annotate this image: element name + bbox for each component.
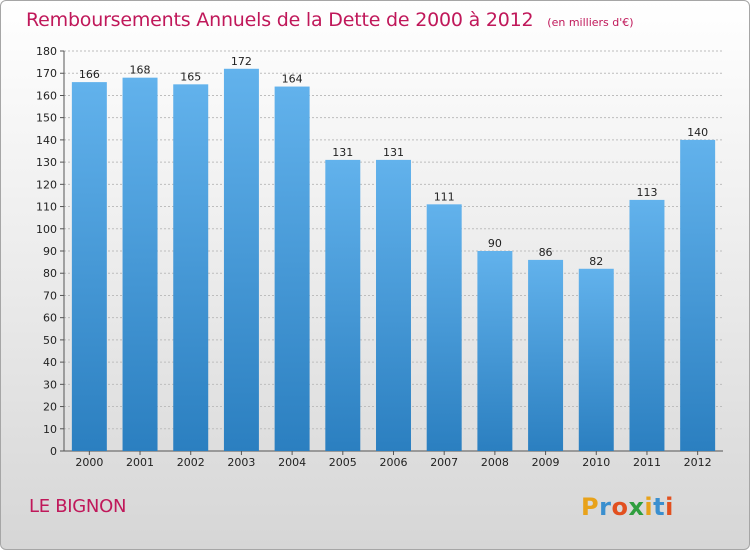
x-tick-label: 2000	[75, 456, 103, 469]
y-tick-label: 40	[43, 356, 57, 369]
bar	[376, 159, 411, 451]
bar	[122, 77, 158, 452]
chart-title: Remboursements Annuels de la Dette de 20…	[26, 9, 634, 31]
x-tick-label: 2009	[532, 456, 560, 469]
bar-value-label: 86	[539, 246, 553, 259]
bar-value-label: 131	[332, 146, 353, 159]
y-tick-label: 130	[36, 156, 57, 169]
x-tick-label: 2008	[481, 456, 509, 469]
y-tick-label: 20	[43, 401, 57, 414]
x-tick-label: 2001	[126, 456, 154, 469]
y-tick-label: 140	[36, 134, 57, 147]
bar-value-label: 168	[130, 64, 151, 77]
x-tick-label: 2011	[633, 456, 661, 469]
bar-value-label: 164	[282, 73, 303, 86]
bar-value-label: 90	[488, 237, 502, 250]
y-tick-label: 100	[36, 223, 57, 236]
x-tick-label: 2003	[227, 456, 255, 469]
y-tick-label: 120	[36, 178, 57, 191]
y-tick-label: 70	[43, 289, 57, 302]
chart-title-unit: (en milliers d'€)	[547, 16, 634, 29]
bar-value-label: 172	[231, 55, 252, 68]
bar	[426, 204, 462, 451]
bar-value-label: 131	[383, 146, 404, 159]
bar	[71, 82, 107, 451]
location-name: LE BIGNON	[29, 496, 127, 517]
y-tick-label: 60	[43, 312, 57, 325]
y-tick-label: 30	[43, 378, 57, 391]
bar-value-label: 82	[589, 255, 603, 268]
bar-value-label: 111	[434, 190, 455, 203]
bar-value-label: 140	[687, 126, 708, 139]
y-tick-label: 80	[43, 267, 57, 280]
bar	[173, 84, 209, 451]
bar-value-label: 166	[79, 68, 100, 81]
y-tick-label: 10	[43, 423, 57, 436]
x-tick-label: 2010	[582, 456, 610, 469]
y-tick-label: 90	[43, 245, 57, 258]
x-tick-label: 2006	[380, 456, 408, 469]
y-tick-label: 150	[36, 112, 57, 125]
x-tick-label: 2012	[684, 456, 712, 469]
bar	[578, 268, 614, 451]
bar-value-label: 165	[180, 70, 201, 83]
bar	[325, 159, 361, 451]
bar	[629, 199, 665, 451]
y-tick-label: 0	[50, 445, 57, 458]
chart-title-main: Remboursements Annuels de la Dette de 20…	[26, 9, 534, 31]
y-tick-label: 110	[36, 201, 57, 214]
x-tick-label: 2002	[177, 456, 205, 469]
bar	[477, 251, 513, 451]
bar	[528, 259, 564, 451]
bar	[223, 68, 259, 452]
y-tick-label: 160	[36, 89, 57, 102]
proxiti-logo: Proxiti	[581, 493, 674, 521]
y-tick-label: 180	[36, 45, 57, 58]
x-tick-label: 2004	[278, 456, 306, 469]
bar	[274, 86, 310, 452]
x-tick-label: 2005	[329, 456, 357, 469]
bar	[680, 139, 716, 451]
x-tick-label: 2007	[430, 456, 458, 469]
bar-value-label: 113	[636, 186, 657, 199]
y-tick-label: 50	[43, 334, 57, 347]
y-tick-label: 170	[36, 67, 57, 80]
